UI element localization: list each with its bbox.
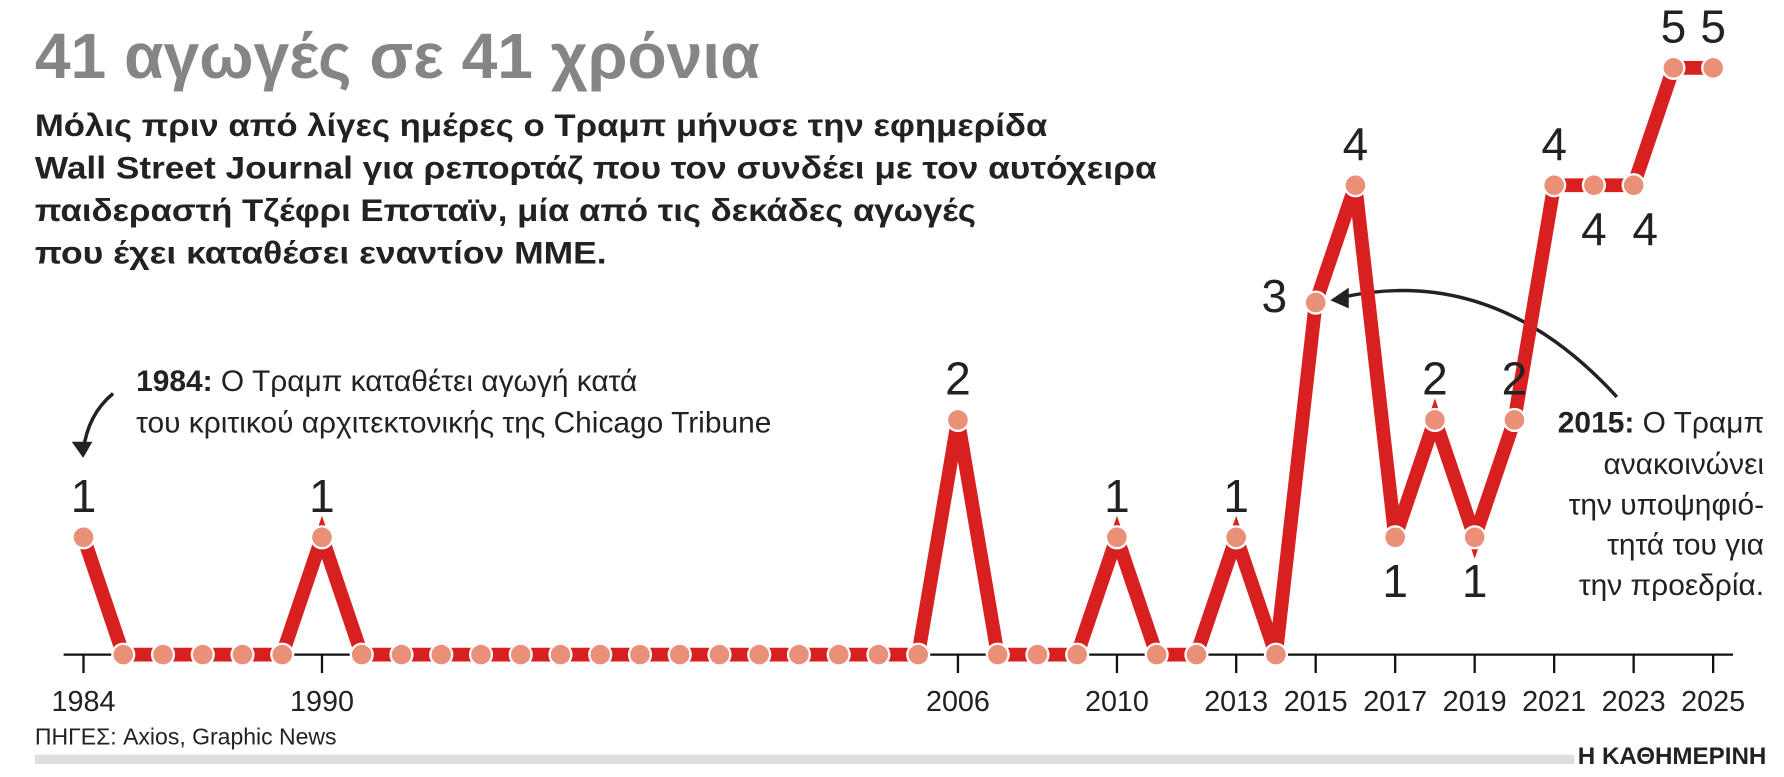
x-tick-label: 2019 [1443, 686, 1507, 718]
marker [707, 642, 732, 667]
marker [429, 642, 454, 667]
line [76, 60, 1714, 662]
annotation-text: ανακοινώνει [1603, 448, 1764, 481]
x-tick-label: 2017 [1363, 686, 1427, 718]
marker [309, 525, 335, 550]
x-tick-label: 2025 [1681, 686, 1745, 718]
data-label: 4 [1343, 118, 1369, 170]
arrow-head [71, 441, 93, 458]
annotation-text: Ο Τραμπ [1643, 407, 1764, 440]
chart-title: 41 αγωγές σε 41 χρόνια [35, 20, 760, 92]
marker [866, 642, 891, 667]
data-label: 4 [1541, 118, 1567, 170]
brand: Η ΚΑΘΗΜΕΡΙΝΗ [1578, 743, 1767, 770]
data-label: 1 [1382, 555, 1408, 607]
marker [1701, 55, 1726, 80]
marker [1422, 407, 1448, 433]
x-tick-label: 2006 [926, 686, 990, 718]
annotation-text: τητά του για [1607, 529, 1764, 562]
marker [508, 642, 533, 667]
marker [627, 642, 653, 667]
x-tick-label: 2010 [1085, 686, 1149, 718]
data-label: 4 [1632, 203, 1658, 255]
annotation-bold: 1984: [136, 365, 213, 398]
x-tick-label: 2013 [1204, 686, 1268, 718]
marker [1025, 642, 1050, 667]
marker [71, 525, 96, 550]
annotation: 2015: Ο Τραμπ [1558, 407, 1764, 440]
arrow [1343, 288, 1619, 399]
marker [230, 642, 255, 667]
data-label: 5 [1661, 1, 1687, 53]
marker [150, 642, 176, 667]
marker [588, 642, 613, 667]
source: ΠΗΓΕΣ: Axios, Graphic News [35, 723, 337, 749]
marker [1661, 55, 1686, 80]
x-tick-label: 1984 [52, 686, 116, 718]
marker [747, 642, 772, 667]
marker [1104, 525, 1130, 550]
x-tick-label: 2021 [1522, 686, 1586, 718]
marker [1224, 525, 1249, 550]
marker [1581, 173, 1606, 198]
subtitle-line: παιδεραστή Τζέφρι Επσταϊν, μία από τις δ… [35, 193, 976, 228]
data-label: 1 [309, 470, 335, 522]
marker [667, 642, 692, 667]
marker [270, 642, 295, 667]
marker [786, 642, 812, 667]
marker [1502, 407, 1527, 433]
marker [1065, 642, 1090, 667]
x-tick-label: 1990 [290, 686, 354, 718]
arrow-head [1330, 287, 1349, 309]
marker [1303, 290, 1328, 315]
subtitle-line: που έχει καταθέσει εναντίον ΜΜΕ. [35, 235, 607, 270]
annotation-text: Ο Τραμπ καταθέτει αγωγή κατά [221, 365, 637, 398]
data-label: 4 [1581, 203, 1607, 255]
marker [349, 642, 374, 667]
annotation-bold: 2015: [1558, 407, 1635, 440]
data-label: 5 [1700, 1, 1726, 53]
annotation-text: την προεδρία. [1579, 569, 1764, 602]
subtitle-line: Μόλις πριν από λίγες ημέρες ο Τραμπ μήνυ… [35, 108, 1047, 143]
marker [1184, 642, 1209, 667]
marker [548, 642, 573, 667]
marker [1144, 642, 1169, 667]
marker [1263, 642, 1289, 667]
marker [111, 642, 136, 667]
marker [985, 642, 1010, 667]
data-label: 2 [1422, 353, 1448, 405]
subtitle-line: Wall Street Journal για ρεπορτάζ που τον… [35, 150, 1157, 185]
data-label: 2 [1502, 353, 1528, 405]
annotation-text: την υποψηφιό- [1569, 488, 1765, 521]
annotation: 1984: Ο Τραμπ καταθέτει αγωγή κατά [136, 365, 637, 398]
marker [906, 642, 931, 667]
data-label: 1 [1223, 470, 1249, 522]
marker [1621, 173, 1646, 198]
data-label: 1 [1462, 555, 1488, 607]
footer-bar [34, 754, 1575, 764]
x-tick-label: 2015 [1284, 686, 1348, 718]
marker [389, 642, 414, 667]
marker [190, 642, 215, 667]
marker [826, 642, 851, 667]
marker [1542, 173, 1567, 198]
marker [468, 642, 494, 667]
data-label: 1 [71, 470, 97, 522]
plot: 1984 1990 2006 2010 2013 2015 2017 2019 2021 2023… [52, 1, 1746, 718]
marker [1383, 525, 1408, 550]
annotation-text: του κριτικού αρχιτεκτονικής της Chicago … [136, 407, 771, 440]
data-label: 2 [945, 353, 971, 405]
data-label: 3 [1261, 270, 1287, 322]
marker [1462, 525, 1487, 550]
data-label: 1 [1104, 470, 1130, 522]
marker [945, 407, 971, 433]
marker [1343, 173, 1368, 198]
x-tick-label: 2023 [1602, 686, 1666, 718]
